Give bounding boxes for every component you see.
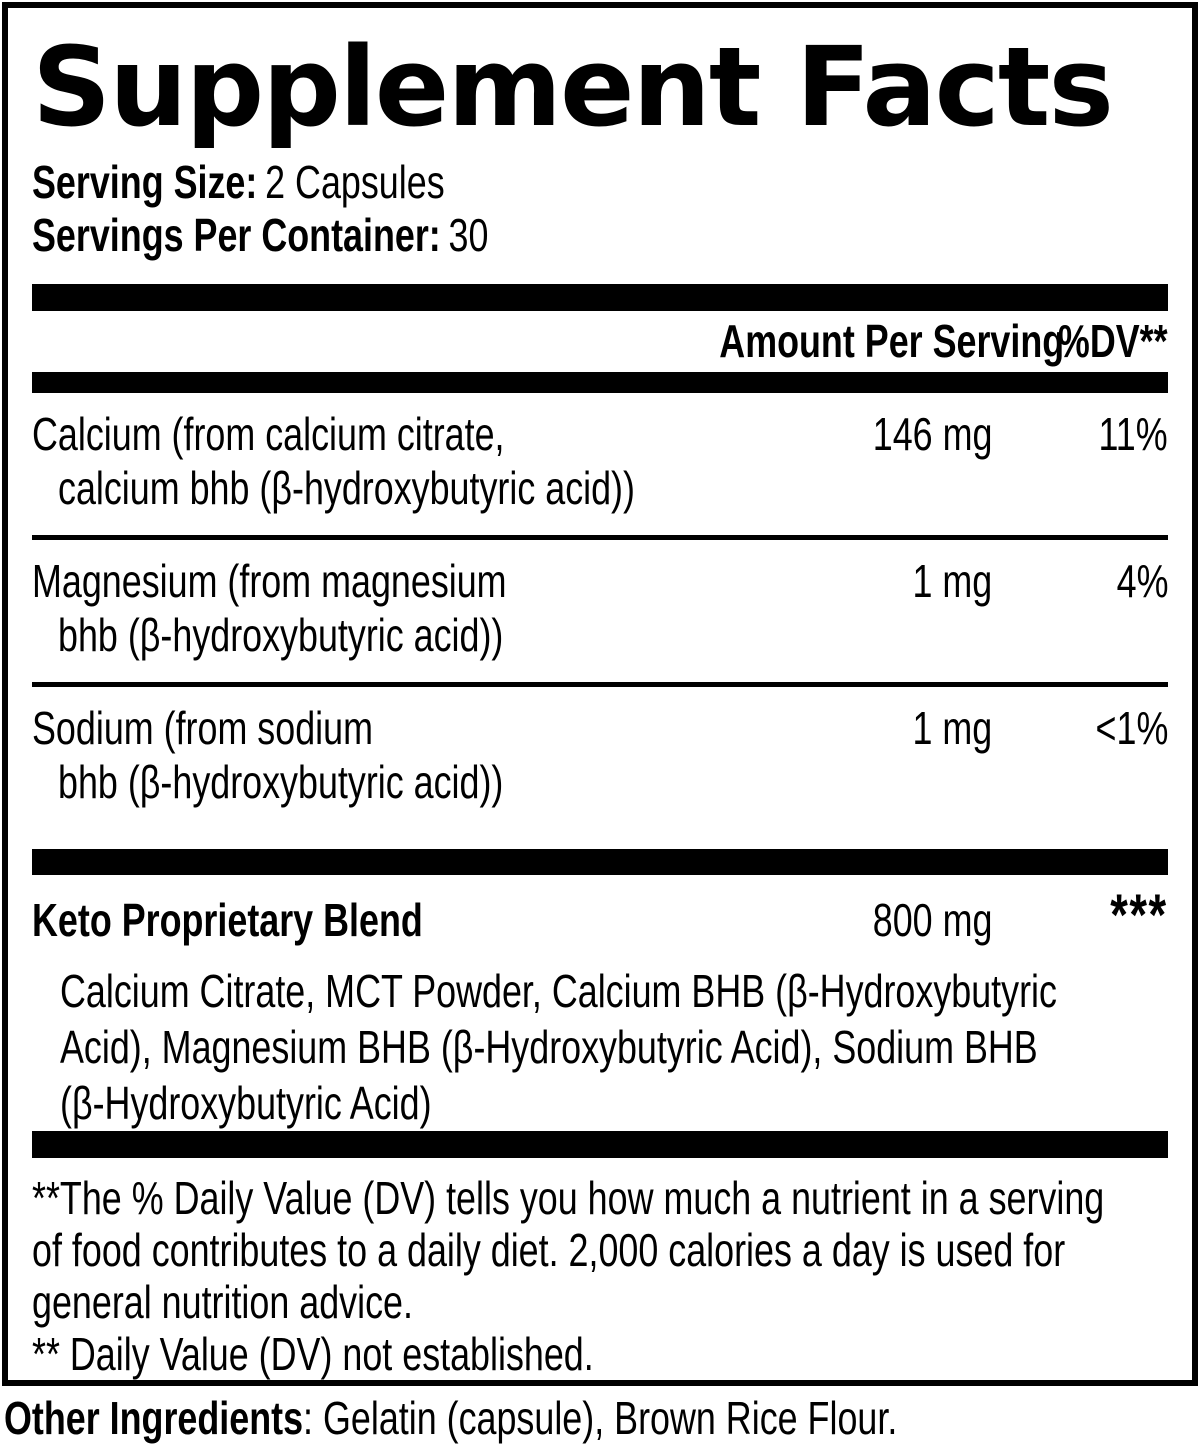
nutrient-name: Calcium (from calcium citrate, calcium b… [32,408,635,515]
footnote-dv-line-3: general nutrition advice. [32,1276,413,1328]
serving-size-value: 2 Capsules [265,156,445,208]
serving-info: Serving Size: 2 Capsules Servings Per Con… [32,156,1168,262]
thick-divider-top [32,284,1168,312]
nutrient-dv: <1% [1095,702,1168,755]
footnotes: **The % Daily Value (DV) tells you how m… [32,1158,1168,1380]
nutrient-name: Sodium (from sodium bhb (β-hydroxybutyri… [32,702,504,809]
table-row-sodium: Sodium (from sodium bhb (β-hydroxybutyri… [32,687,1168,849]
thick-divider-footnotes [32,1130,1168,1158]
percent-dv-header: %DV** [1058,315,1168,368]
other-ingredients-line: Other Ingredients: Gelatin (capsule), Br… [4,1392,1149,1444]
footnote-dv-line-1: **The % Daily Value (DV) tells you how m… [32,1172,1105,1224]
table-row-magnesium: Magnesium (from magnesium bhb (β-hydroxy… [32,540,1168,688]
nutrient-amount: 146 mg [872,408,992,461]
other-ingredients-label: Other Ingredients [4,1392,304,1444]
footnote-dv-line-2: of food contributes to a daily diet. 2,0… [32,1224,1066,1276]
footnote-not-established: ** Daily Value (DV) not established. [32,1328,594,1380]
blend-name: Keto Proprietary Blend [32,893,423,946]
blend-amount: 800 mg [872,893,992,946]
blend-description: Calcium Citrate, MCT Powder, Calcium BHB… [60,964,1057,1129]
other-ingredients-value: : Gelatin (capsule), Brown Rice Flour. [303,1392,898,1444]
header-divider [32,371,1168,394]
nutrient-name: Magnesium (from magnesium bhb (β-hydroxy… [32,555,507,662]
nutrient-dv: 4% [1116,555,1168,608]
servings-per-container-line: Servings Per Container: 30 [32,209,1168,262]
nutrient-amount: 1 mg [912,702,992,755]
page-title: Supplement Facts [32,23,1114,151]
supplement-facts-panel: Supplement Facts Serving Size: 2 Capsules… [2,2,1198,1386]
blend-dv-asterisks: *** [1110,882,1168,948]
table-row-calcium: Calcium (from calcium citrate, calcium b… [32,393,1168,541]
thick-divider-blend [32,849,1168,875]
serving-size-line: Serving Size: 2 Capsules [32,156,1168,209]
nutrient-amount: 1 mg [912,555,992,608]
amount-per-serving-header: Amount Per Serving [719,315,1065,368]
serving-size-label: Serving Size: [32,156,258,208]
nutrient-dv: 11% [1098,408,1168,461]
table-row-keto-blend: Keto Proprietary Blend 800 mg *** [32,875,1168,947]
servings-per-container-label: Servings Per Container: [32,209,441,261]
servings-per-container-value: 30 [448,209,489,261]
table-header-row: Amount Per Serving %DV** [32,311,1168,371]
